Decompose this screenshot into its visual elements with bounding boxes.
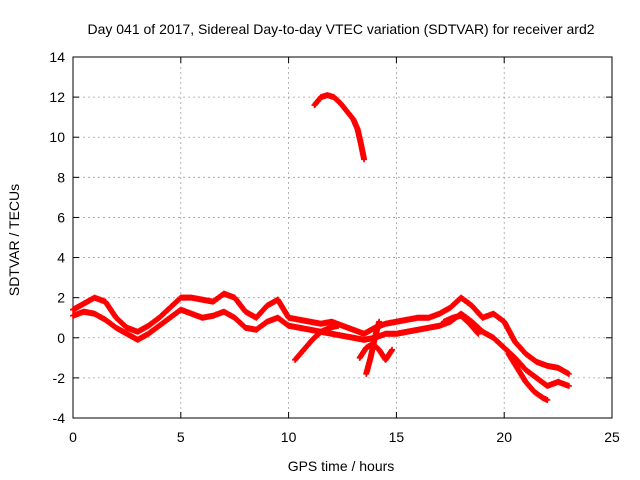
- y-tick-label: 14: [49, 49, 65, 65]
- y-axis-ticks: -4 -2 0 2 4 6 8 10 12 14: [49, 49, 612, 426]
- series-upper-arc: [311, 92, 368, 163]
- x-tick-label: 20: [496, 429, 512, 445]
- y-tick-label: 6: [57, 209, 65, 225]
- y-tick-label: 4: [57, 250, 65, 266]
- x-axis-ticks: 0 5 10 15 20 25: [69, 57, 620, 445]
- x-axis-label: GPS time / hours: [288, 458, 395, 474]
- data-point: [544, 396, 551, 403]
- series-short-track-d: [440, 312, 482, 337]
- x-tick-label: 15: [389, 429, 405, 445]
- grid-lines: [73, 57, 612, 418]
- data-point: [361, 156, 368, 163]
- x-tick-label: 25: [604, 429, 620, 445]
- y-tick-label: 2: [57, 290, 65, 306]
- data-points: [70, 92, 572, 403]
- series-short-track-a: [292, 322, 342, 363]
- y-tick-label: -2: [53, 370, 66, 386]
- x-tick-label: 0: [69, 429, 77, 445]
- y-axis-label: SDTVAR / TECUs: [6, 184, 22, 296]
- plot-frame: [72, 56, 613, 419]
- x-tick-label: 10: [281, 429, 297, 445]
- y-tick-label: 8: [57, 169, 65, 185]
- y-tick-label: 0: [57, 330, 65, 346]
- data-point: [565, 382, 572, 389]
- chart-title: Day 041 of 2017, Sidereal Day-to-day VTE…: [87, 21, 594, 37]
- y-tick-label: 12: [49, 89, 65, 105]
- series-short-track-c: [363, 318, 383, 377]
- data-point: [475, 330, 482, 337]
- series-main-band-lower: [70, 306, 572, 389]
- series-tail-track: [505, 350, 551, 403]
- y-tick-label: 10: [49, 129, 65, 145]
- x-tick-label: 5: [177, 429, 185, 445]
- y-tick-label: -4: [53, 410, 66, 426]
- data-point: [389, 346, 396, 353]
- data-point: [376, 318, 383, 325]
- data-point: [565, 370, 572, 377]
- data-point: [335, 322, 342, 329]
- series-main-band-upper: [70, 290, 572, 377]
